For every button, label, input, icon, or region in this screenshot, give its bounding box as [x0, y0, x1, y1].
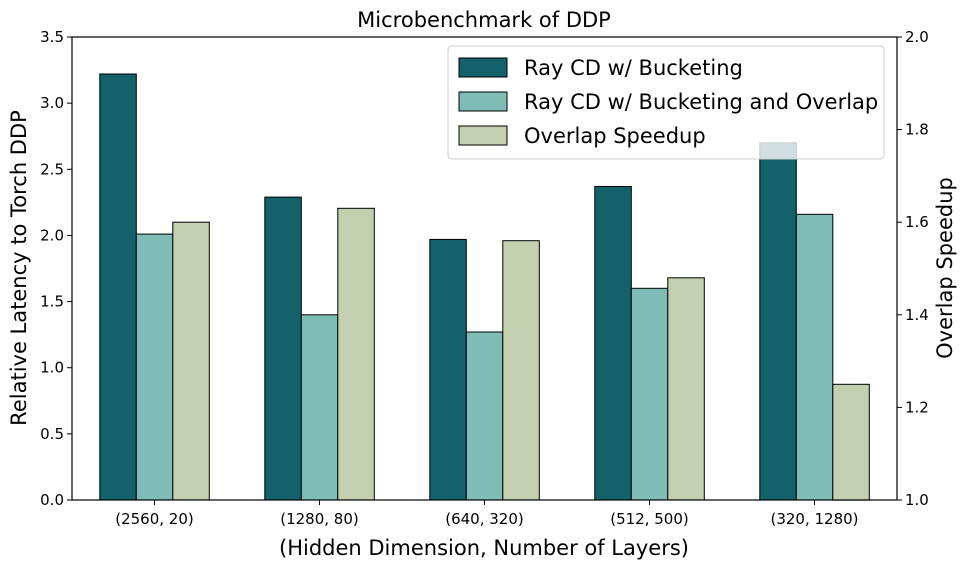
- bar-1-4: [594, 186, 632, 501]
- y2-axis-label: Overlap Speedup: [933, 177, 957, 359]
- bar-3-5: [832, 383, 870, 501]
- chart-title: Microbenchmark of DDP: [357, 8, 611, 32]
- left-tick-label: 2.0: [40, 226, 64, 244]
- bar-1-5: [759, 142, 797, 501]
- x-tick-label: (640, 320): [445, 510, 524, 528]
- bar-1-2: [264, 196, 302, 501]
- left-tick-label: 3.5: [40, 28, 64, 46]
- x-tick-label: (1280, 80): [280, 510, 359, 528]
- bar-3-1: [172, 221, 210, 501]
- bar-3-2: [337, 207, 375, 501]
- right-tick-label: 2.0: [905, 28, 929, 46]
- bar-3-3: [502, 240, 540, 501]
- bar-2-3: [465, 331, 504, 501]
- bar-2-4: [630, 287, 669, 501]
- legend-label-3: Overlap Speedup: [524, 124, 706, 148]
- legend-swatch-2: [458, 91, 508, 112]
- right-tick-label: 1.6: [905, 213, 929, 231]
- x-tick-label: (320, 1280): [770, 510, 858, 528]
- right-tick-label: 1.2: [905, 398, 929, 416]
- bar-2-2: [300, 314, 339, 501]
- right-tick-label: 1.4: [905, 306, 929, 324]
- left-axis: 0.0 0.5 1.0 1.5 2.0 2.5 3.0 3.5: [40, 28, 72, 509]
- x-axis-label: (Hidden Dimension, Number of Layers): [279, 536, 689, 560]
- left-tick-label: 0.0: [40, 491, 64, 509]
- legend-frame: [447, 45, 885, 160]
- x-tick-label: (512, 500): [610, 510, 689, 528]
- bar-1-1: [99, 73, 137, 501]
- left-tick-label: 0.5: [40, 425, 64, 443]
- left-tick-label: 1.0: [40, 359, 64, 377]
- legend-label-2: Ray CD w/ Bucketing and Overlap: [524, 90, 878, 114]
- right-tick-label: 1.0: [905, 491, 929, 509]
- left-tick-label: 3.0: [40, 94, 64, 112]
- left-tick-label: 2.5: [40, 160, 64, 178]
- x-axis: (2560, 20) (1280, 80) (640, 320) (512, 500)…: [115, 500, 859, 528]
- x-tick-label: (2560, 20): [115, 510, 194, 528]
- bar-1-3: [429, 238, 467, 501]
- y-axis-label: Relative Latency to Torch DDP: [7, 110, 31, 426]
- left-tick-label: 1.5: [40, 293, 64, 311]
- right-tick-label: 1.8: [905, 121, 929, 139]
- bar-2-5: [795, 213, 834, 501]
- legend-swatch-3: [458, 125, 508, 146]
- bar-2-1: [135, 233, 174, 501]
- bar-3-4: [667, 277, 705, 501]
- bars-group: [99, 73, 870, 501]
- legend-swatch-1: [458, 57, 508, 78]
- legend-label-1: Ray CD w/ Bucketing: [524, 56, 743, 80]
- legend: Ray CD w/ Bucketing Ray CD w/ Bucketing a…: [447, 45, 885, 160]
- right-axis: 1.0 1.2 1.4 1.6 1.8 2.0: [897, 28, 929, 509]
